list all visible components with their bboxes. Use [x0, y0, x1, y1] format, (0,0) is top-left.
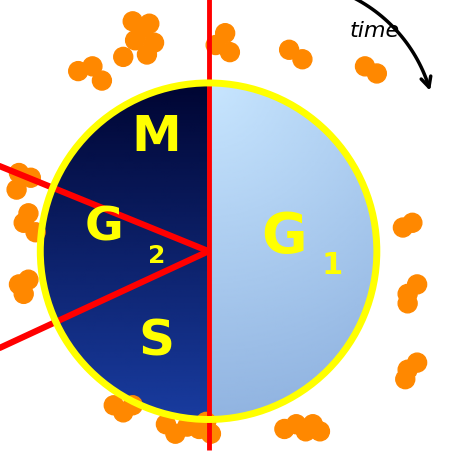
Circle shape [398, 284, 417, 303]
Circle shape [114, 47, 133, 66]
Circle shape [310, 422, 329, 441]
Circle shape [9, 275, 28, 294]
Circle shape [21, 168, 40, 187]
Circle shape [92, 71, 111, 90]
Circle shape [393, 218, 412, 237]
Circle shape [356, 57, 374, 76]
Text: time: time [349, 21, 400, 41]
Circle shape [166, 424, 185, 443]
Circle shape [19, 270, 38, 289]
Text: G: G [85, 205, 124, 250]
Text: G: G [262, 210, 307, 264]
Circle shape [178, 417, 197, 436]
Circle shape [287, 415, 306, 434]
Circle shape [83, 57, 102, 76]
Circle shape [156, 415, 175, 434]
Circle shape [398, 294, 417, 313]
Text: S: S [138, 317, 174, 365]
Text: 2: 2 [148, 244, 165, 268]
Circle shape [303, 415, 322, 434]
Circle shape [367, 64, 386, 83]
Circle shape [133, 19, 152, 38]
Circle shape [19, 204, 38, 223]
Circle shape [398, 360, 417, 379]
Circle shape [14, 213, 33, 232]
Circle shape [396, 370, 415, 389]
Circle shape [145, 33, 164, 52]
Circle shape [408, 353, 427, 372]
Circle shape [140, 14, 159, 33]
Circle shape [190, 419, 209, 438]
Text: M: M [132, 113, 181, 162]
Circle shape [403, 213, 422, 232]
Circle shape [104, 396, 123, 415]
Text: 1: 1 [321, 251, 342, 280]
Circle shape [220, 43, 239, 62]
Circle shape [296, 422, 315, 441]
Circle shape [280, 40, 299, 59]
Circle shape [123, 396, 142, 415]
Circle shape [14, 284, 33, 303]
Circle shape [408, 275, 427, 294]
Circle shape [201, 424, 220, 443]
Circle shape [293, 50, 312, 69]
Circle shape [26, 223, 45, 242]
Circle shape [216, 24, 235, 43]
Circle shape [7, 180, 26, 199]
Circle shape [9, 164, 28, 182]
Circle shape [69, 62, 88, 81]
Circle shape [123, 12, 142, 31]
Circle shape [126, 31, 145, 50]
Circle shape [275, 419, 294, 438]
Circle shape [197, 412, 216, 431]
Circle shape [114, 403, 133, 422]
Circle shape [206, 36, 225, 55]
Circle shape [137, 45, 156, 64]
